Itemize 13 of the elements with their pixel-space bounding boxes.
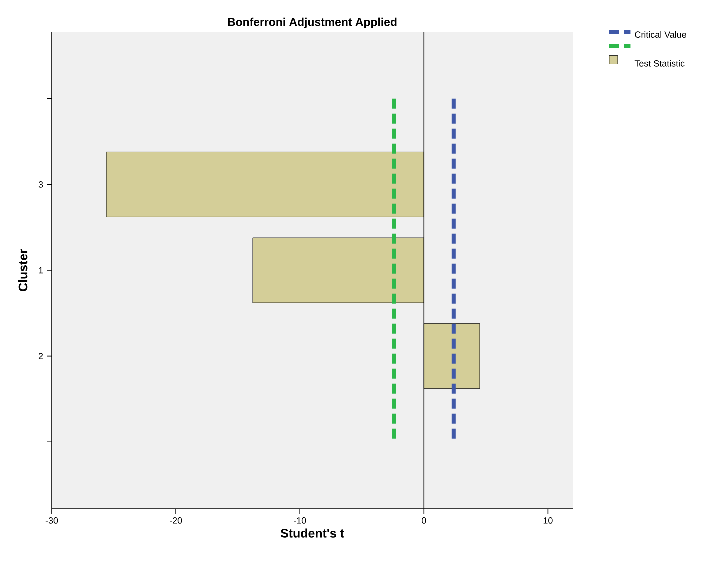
y-tick-label: 3 bbox=[38, 182, 44, 188]
x-tick-label: -10 bbox=[294, 518, 306, 524]
x-tick-label: -20 bbox=[170, 518, 182, 524]
y-tick-label: 1 bbox=[39, 267, 44, 274]
x-tick-label: 10 bbox=[544, 518, 553, 524]
y-axis-title: Cluster bbox=[18, 249, 28, 292]
x-tick-label: 0 bbox=[422, 518, 426, 524]
chart-title: Bonferroni Adjustment Applied bbox=[228, 18, 397, 28]
legend-label: Test Statistic bbox=[634, 60, 685, 67]
x-tick-label: -30 bbox=[46, 518, 58, 524]
legend-label: Critical Value bbox=[635, 31, 686, 38]
y-tick-label: 2 bbox=[38, 353, 44, 360]
x-axis-title: Student's t bbox=[280, 528, 344, 538]
